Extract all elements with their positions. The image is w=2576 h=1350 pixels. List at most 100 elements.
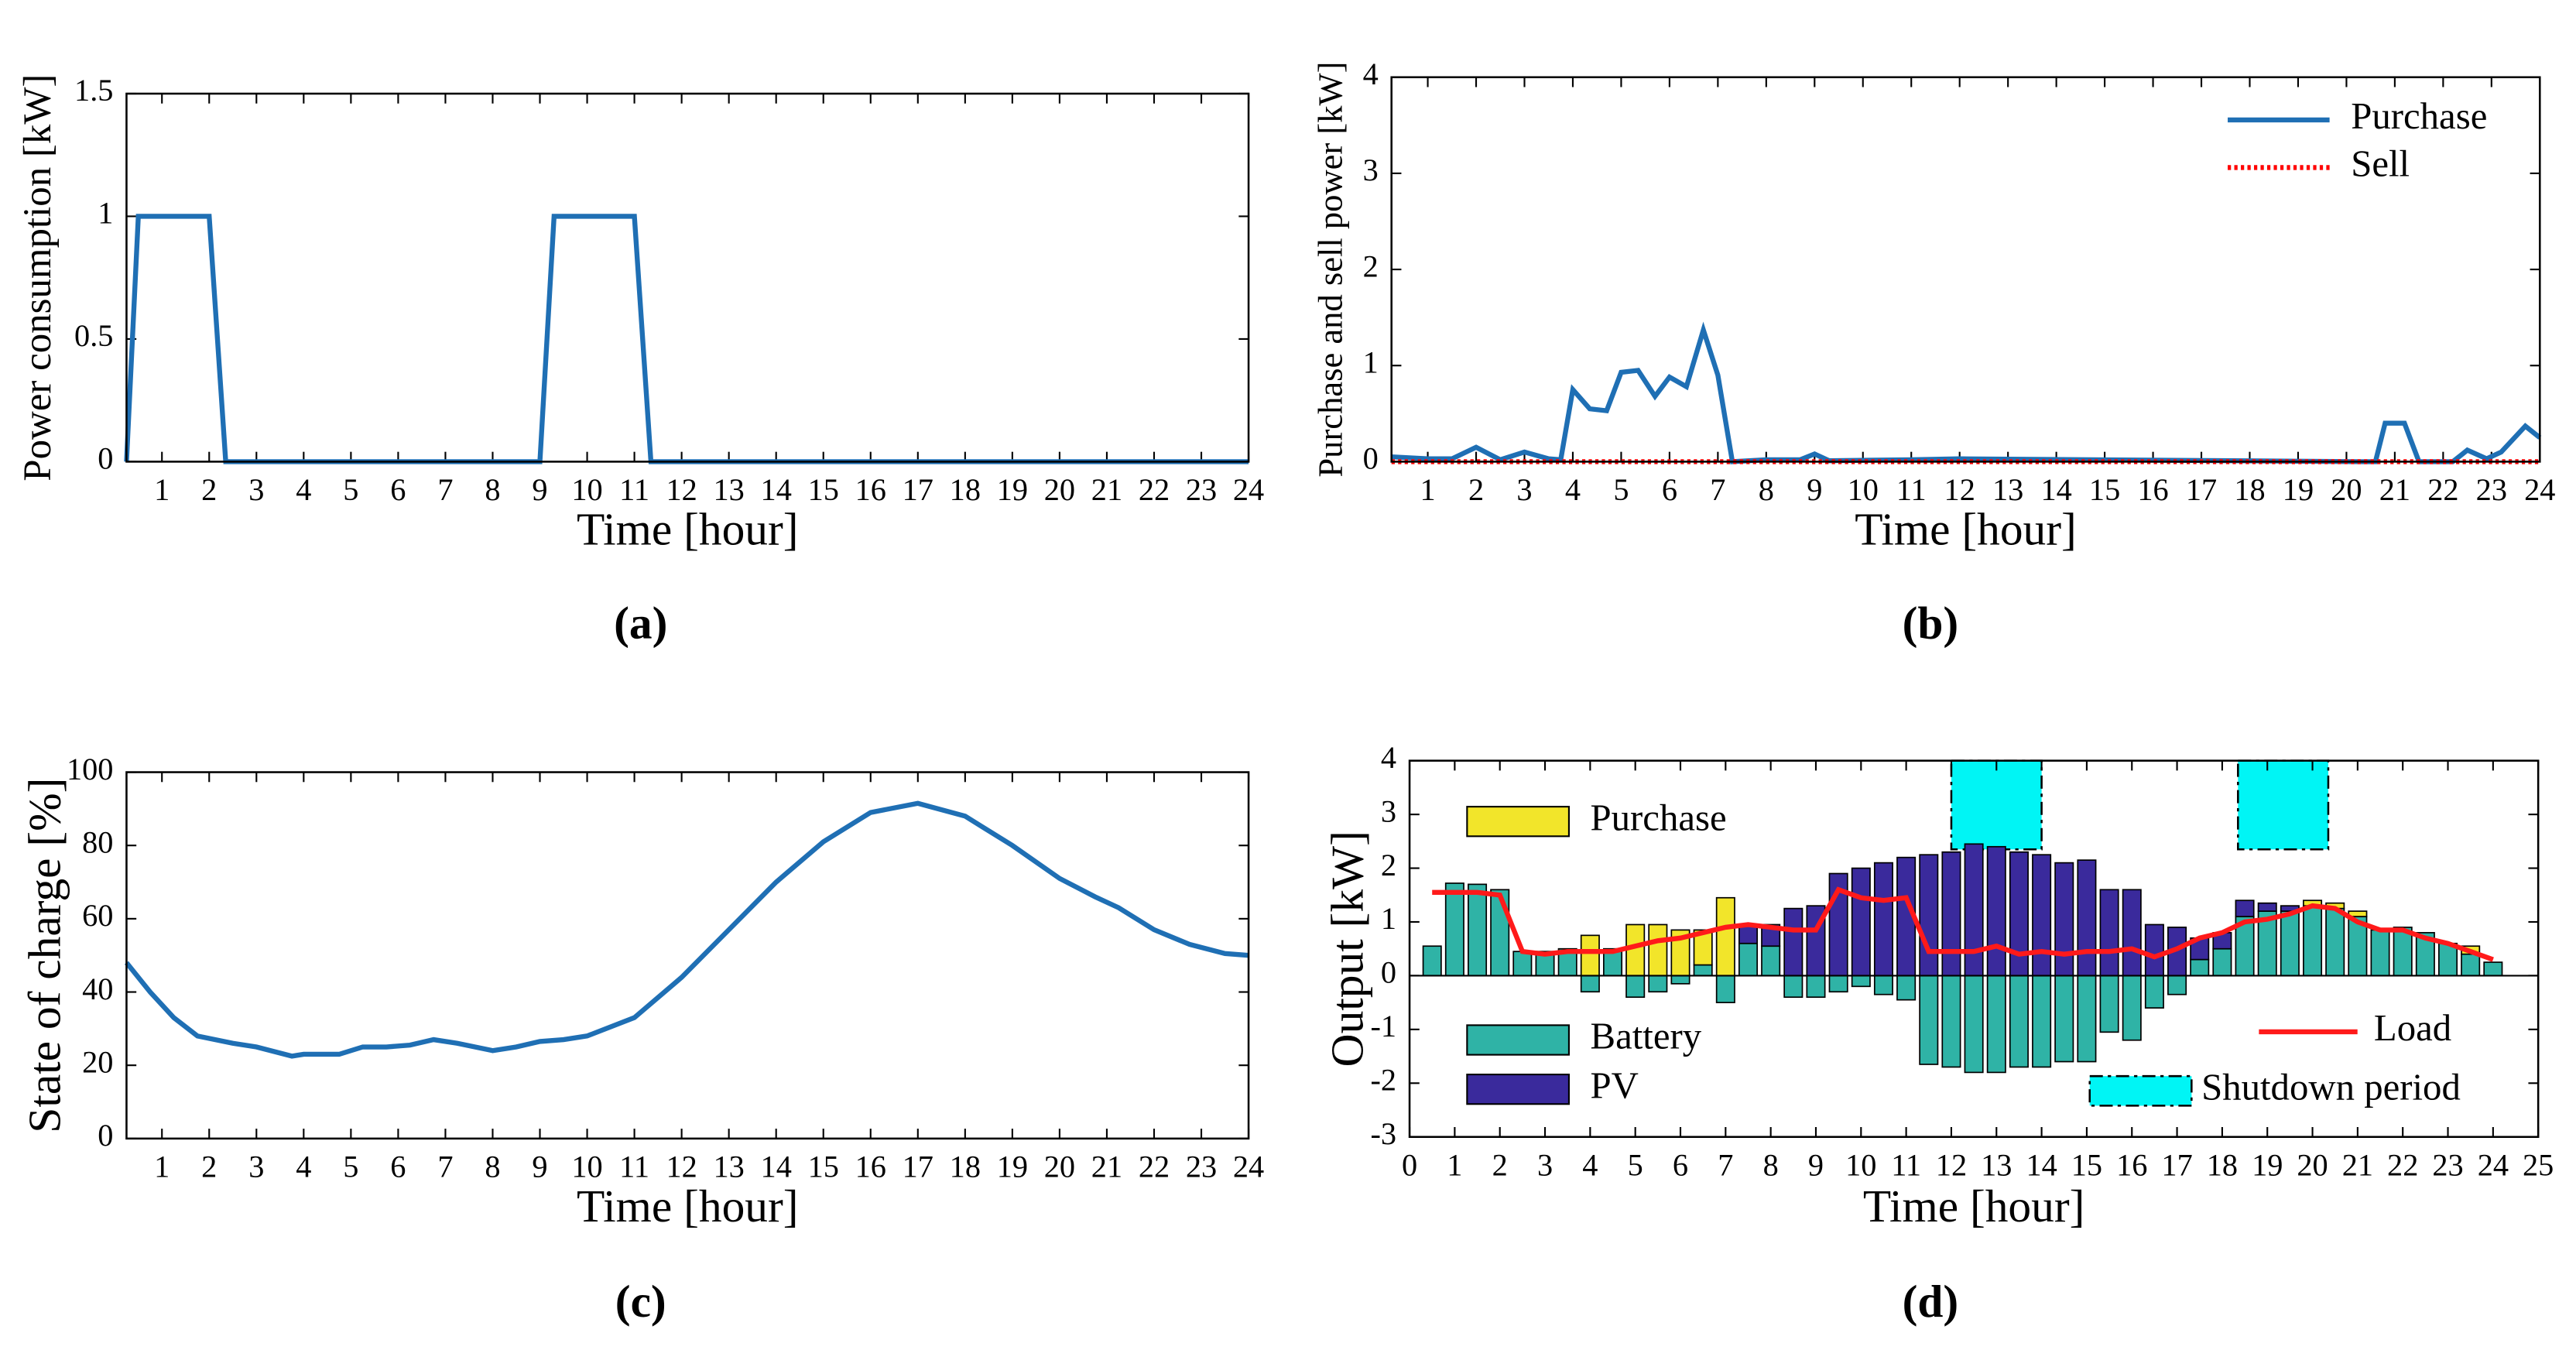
x-tick-label: 18 — [950, 1149, 981, 1184]
bar-segment — [1964, 843, 1984, 977]
bar-segment — [2144, 923, 2164, 977]
bar-segment — [2212, 947, 2232, 977]
bar-segment — [1851, 975, 1871, 988]
y-tick-label: 1 — [1381, 901, 1396, 936]
y-tick-label: 0.5 — [74, 318, 113, 353]
bar-segment — [1986, 845, 2006, 977]
x-tick-label: 3 — [1537, 1147, 1553, 1182]
x-tick-label: 4 — [1565, 472, 1581, 507]
bar-segment — [1648, 923, 1668, 977]
y-tick-label: 20 — [82, 1044, 113, 1079]
x-axis-label: Time [hour] — [1855, 503, 2077, 554]
x-tick-label: 13 — [1992, 472, 2023, 507]
bar-segment — [2032, 975, 2052, 1068]
x-tick-label: 1 — [154, 1149, 170, 1184]
bar-segment — [1693, 964, 1713, 977]
x-tick-label: 13 — [714, 1149, 745, 1184]
bar-segment — [1580, 975, 1600, 993]
x-tick-label: 19 — [997, 1149, 1028, 1184]
x-tick-label: 19 — [997, 472, 1028, 507]
axes-box — [125, 92, 1250, 463]
x-tick-label: 1 — [1420, 472, 1435, 507]
shutdown-span — [2237, 759, 2330, 851]
legend-label: Purchase — [2351, 95, 2487, 137]
y-tick-label: 4 — [1381, 740, 1396, 775]
x-tick-label: 8 — [1763, 1147, 1779, 1182]
x-tick-label: 15 — [2089, 472, 2120, 507]
bar-segment — [1444, 882, 1464, 977]
x-tick-label: 2 — [201, 1149, 217, 1184]
x-tick-label: 24 — [1233, 1149, 1264, 1184]
panel-label: (c) — [615, 1276, 666, 1327]
bar-segment — [1941, 851, 1961, 977]
panel: 1 2 3 4 5 6 7 8 9 10 11 12 13 14 15 16 17 18 19 20 21 22 23 240… — [16, 73, 1264, 648]
x-axis-label: Time [hour] — [577, 1180, 799, 1232]
y-tick-label: 3 — [1363, 152, 1379, 187]
y-tick-label: 80 — [82, 824, 113, 859]
x-tick-label: 17 — [903, 1149, 933, 1184]
x-tick-label: 22 — [2387, 1147, 2418, 1182]
bar-segment — [2054, 862, 2074, 977]
legend-label: Shutdown period — [2201, 1066, 2461, 1108]
x-tick-label: 6 — [390, 472, 406, 507]
legend-swatch — [1466, 1074, 1570, 1105]
y-tick-label: -1 — [1370, 1009, 1396, 1043]
x-tick-label: 15 — [808, 472, 839, 507]
x-tick-label: 23 — [2476, 472, 2507, 507]
x-tick-label: 4 — [296, 1149, 311, 1184]
bar-segment — [1625, 975, 1646, 999]
y-tick-label: 3 — [1381, 793, 1396, 828]
x-tick-label: 7 — [437, 472, 453, 507]
x-tick-label: 20 — [1044, 472, 1075, 507]
x-tick-label: 23 — [1186, 1149, 1217, 1184]
plot-area — [126, 772, 1249, 1139]
x-tick-label: 16 — [855, 1149, 886, 1184]
y-tick-label: 1.5 — [74, 73, 113, 108]
y-tick-label: 60 — [82, 898, 113, 933]
bar-segment — [1851, 867, 1871, 977]
x-tick-label: 7 — [1718, 1147, 1733, 1182]
x-tick-label: 4 — [296, 472, 311, 507]
bar-segment — [2122, 889, 2142, 977]
y-axis-label: Purchase and sell power [kW] — [1311, 62, 1350, 478]
x-tick-label: 5 — [343, 472, 358, 507]
y-axis-label: State of charge [%] — [19, 778, 70, 1133]
x-tick-label: 2 — [1468, 472, 1484, 507]
x-tick-label: 20 — [2297, 1147, 2328, 1182]
bar-segment — [2144, 975, 2164, 1009]
bar-segment — [2077, 859, 2097, 977]
bar-segment — [1738, 942, 1759, 977]
x-tick-label: 3 — [1516, 472, 1532, 507]
bar-segment — [1896, 975, 1917, 1001]
legend-label: Sell — [2351, 143, 2410, 185]
x-tick-label: 4 — [1582, 1147, 1598, 1182]
bar-segment — [1648, 975, 1668, 993]
x-tick-label: 23 — [1186, 472, 1217, 507]
bar-segment — [2257, 902, 2277, 912]
bar-segment — [1806, 975, 1826, 999]
x-tick-label: 10 — [1848, 472, 1879, 507]
bar-segment — [2483, 961, 2503, 977]
bar-segment — [1715, 975, 1735, 1003]
x-tick-label: 22 — [2427, 472, 2458, 507]
x-tick-label: 7 — [1710, 472, 1725, 507]
panel: 0 1 2 3 4 5 6 7 8 9 10 11 12 13 14 15 16 17 18 19 20 21 22 23 24… — [1321, 740, 2554, 1327]
x-tick-label: 6 — [390, 1149, 406, 1184]
x-tick-label: 24 — [1233, 472, 1264, 507]
bar-segment — [1919, 854, 1939, 977]
bar-segment — [1512, 951, 1533, 977]
y-tick-label: 0 — [98, 1118, 113, 1153]
x-tick-label: 14 — [2026, 1147, 2057, 1182]
x-tick-label: 14 — [761, 472, 792, 507]
y-tick-label: -2 — [1370, 1063, 1396, 1098]
bar-segment — [2325, 907, 2345, 977]
x-tick-label: 6 — [1662, 472, 1677, 507]
x-tick-label: 1 — [154, 472, 170, 507]
x-tick-label: 8 — [485, 1149, 500, 1184]
x-tick-label: 20 — [1044, 1149, 1075, 1184]
bar-segment — [1422, 945, 1442, 977]
bar-segment — [1783, 975, 1804, 999]
bar-segment — [2054, 975, 2074, 1063]
panel: 1 2 3 4 5 6 7 8 9 10 11 12 13 14 15 16 17 18 19 20 21 22 23 240… — [19, 752, 1264, 1327]
shutdown-span — [1950, 759, 2043, 851]
